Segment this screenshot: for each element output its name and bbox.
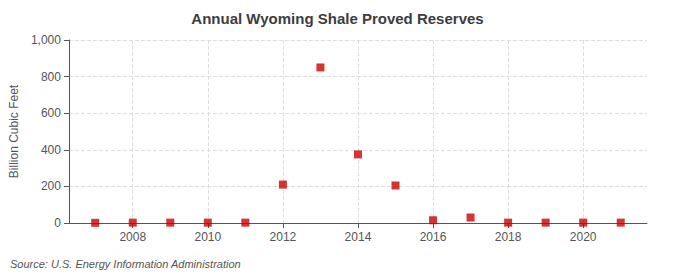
- svg-text:800: 800: [41, 70, 61, 84]
- svg-text:200: 200: [41, 179, 61, 193]
- svg-text:2020: 2020: [570, 230, 597, 244]
- svg-text:2012: 2012: [270, 230, 297, 244]
- svg-text:2016: 2016: [420, 230, 447, 244]
- svg-text:2010: 2010: [194, 230, 221, 244]
- svg-text:Billion Cubic Feet: Billion Cubic Feet: [7, 84, 21, 178]
- svg-text:600: 600: [41, 106, 61, 120]
- svg-text:Annual Wyoming Shale Proved Re: Annual Wyoming Shale Proved Reserves: [191, 10, 483, 27]
- svg-text:2014: 2014: [345, 230, 372, 244]
- svg-text:2018: 2018: [495, 230, 522, 244]
- svg-text:Source: U.S. Energy Informatio: Source: U.S. Energy Information Administ…: [10, 258, 241, 270]
- svg-text:2008: 2008: [119, 230, 146, 244]
- svg-text:400: 400: [41, 143, 61, 157]
- svg-text:1,000: 1,000: [31, 33, 61, 47]
- svg-text:0: 0: [54, 216, 61, 230]
